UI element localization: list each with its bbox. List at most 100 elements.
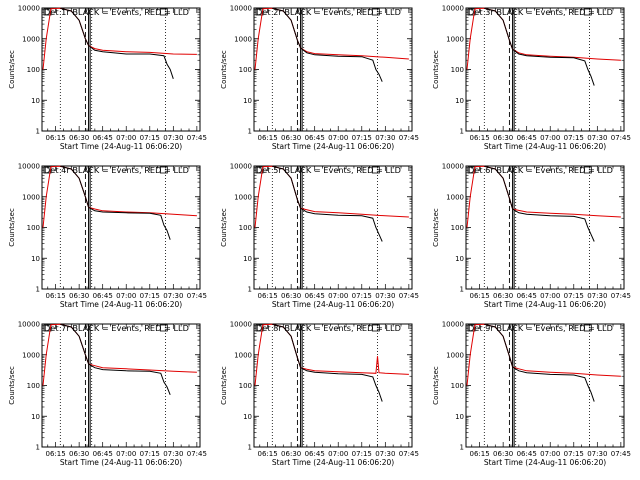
- x-tick-label: 06:15: [258, 450, 278, 458]
- top-right-box: [159, 166, 168, 174]
- plot-frame: [253, 7, 413, 132]
- plot-frame: [41, 165, 201, 290]
- y-tick-label: 1: [248, 286, 252, 294]
- x-tick-label: 07:45: [611, 134, 631, 142]
- x-tick-label: 07:45: [187, 450, 207, 458]
- y-tick-label: 10000: [442, 163, 464, 171]
- x-tick-label: 06:45: [517, 450, 537, 458]
- y-tick-label: 10000: [442, 321, 464, 329]
- y-tick-label: 100: [451, 224, 464, 232]
- y-tick-label: 1000: [22, 193, 40, 201]
- y-axis-label: Counts/sec: [220, 50, 228, 89]
- y-tick-label: 1000: [234, 193, 252, 201]
- x-tick-label: 06:30: [493, 134, 513, 142]
- x-tick-label: 07:15: [564, 292, 584, 300]
- y-tick-label: 1000: [234, 35, 252, 43]
- y-tick-label: 1000: [22, 351, 40, 359]
- x-tick-label: 07:15: [140, 134, 160, 142]
- y-tick-label: 10000: [230, 5, 252, 13]
- plot-frame: [465, 165, 625, 290]
- x-tick-label: 06:15: [470, 450, 490, 458]
- x-tick-label: 07:30: [375, 450, 395, 458]
- x-tick-label: 06:15: [470, 292, 490, 300]
- y-axis-label: Counts/sec: [432, 50, 440, 89]
- x-tick-label: 07:00: [116, 292, 136, 300]
- panel-title: Det 2r BLACK = Events, RED = LLD: [256, 7, 401, 17]
- x-tick-label: 07:30: [587, 134, 607, 142]
- series-line-red: [466, 7, 621, 70]
- x-tick-label: 07:15: [564, 450, 584, 458]
- top-left-box: [43, 166, 52, 174]
- x-tick-label: 07:30: [587, 450, 607, 458]
- y-tick-label: 1000: [446, 193, 464, 201]
- x-tick-label: 07:00: [328, 450, 348, 458]
- y-tick-label: 10: [243, 413, 252, 421]
- x-tick-label: 07:00: [116, 134, 136, 142]
- x-axis-label: Start Time (24-Aug-11 06:06:20): [60, 458, 182, 467]
- x-tick-label: 06:15: [470, 134, 490, 142]
- x-tick-label: 06:30: [281, 450, 301, 458]
- x-axis-label: Start Time (24-Aug-11 06:06:20): [272, 142, 394, 151]
- top-left-box: [43, 8, 52, 16]
- x-tick-label: 06:45: [93, 292, 113, 300]
- series-line-black: [272, 7, 383, 82]
- y-tick-label: 100: [27, 224, 40, 232]
- panel-title: Det 9r BLACK = Events, RED = LLD: [468, 323, 613, 333]
- x-tick-label: 07:00: [540, 134, 560, 142]
- x-tick-label: 07:30: [375, 292, 395, 300]
- panel-3: 1 10 100 1000 10000 06:15 06:30 06:45 07:00 07:15…: [432, 5, 631, 152]
- y-tick-label: 100: [239, 224, 252, 232]
- y-axis-label: Counts/sec: [432, 366, 440, 405]
- x-axis-label: Start Time (24-Aug-11 06:06:20): [272, 458, 394, 467]
- y-tick-label: 1: [248, 444, 252, 452]
- top-right-box: [583, 8, 592, 16]
- series-line-black: [272, 323, 383, 402]
- y-tick-label: 10: [455, 255, 464, 263]
- plot-frame: [41, 323, 201, 448]
- y-tick-label: 10000: [442, 5, 464, 13]
- top-right-box: [583, 166, 592, 174]
- x-tick-label: 07:45: [611, 450, 631, 458]
- series-line-black: [60, 7, 174, 79]
- x-axis-label: Start Time (24-Aug-11 06:06:20): [484, 300, 606, 309]
- top-right-box: [371, 8, 380, 16]
- y-tick-label: 1000: [446, 351, 464, 359]
- top-right-box: [371, 166, 380, 174]
- panel-1: 1 10 100 1000 10000 06:15 06:30 06:45 07:00 07:15…: [8, 5, 207, 152]
- x-tick-label: 06:30: [493, 292, 513, 300]
- y-tick-label: 10000: [18, 321, 40, 329]
- x-axis-label: Start Time (24-Aug-11 06:06:20): [484, 142, 606, 151]
- top-left-box: [467, 166, 476, 174]
- x-tick-label: 06:45: [93, 134, 113, 142]
- top-left-box: [255, 166, 264, 174]
- x-tick-label: 06:30: [493, 450, 513, 458]
- top-left-box: [255, 8, 264, 16]
- x-tick-label: 07:15: [352, 292, 372, 300]
- panel-6: 1 10 100 1000 10000 06:15 06:30 06:45 07:00 07:15…: [432, 163, 631, 310]
- series-line-black: [60, 165, 171, 240]
- x-tick-label: 07:45: [187, 134, 207, 142]
- x-tick-label: 06:15: [258, 134, 278, 142]
- y-tick-label: 1: [36, 286, 40, 294]
- x-tick-label: 06:15: [46, 450, 66, 458]
- x-tick-label: 07:00: [540, 450, 560, 458]
- x-tick-label: 06:45: [517, 292, 537, 300]
- y-axis-label: Counts/sec: [8, 366, 16, 405]
- x-tick-label: 07:15: [140, 292, 160, 300]
- y-tick-label: 1: [460, 444, 464, 452]
- y-tick-label: 10: [243, 255, 252, 263]
- y-tick-label: 100: [239, 382, 252, 390]
- y-axis-label: Counts/sec: [220, 208, 228, 247]
- x-tick-label: 07:30: [163, 292, 183, 300]
- y-tick-label: 10000: [230, 321, 252, 329]
- x-tick-label: 07:15: [352, 450, 372, 458]
- top-left-box: [467, 324, 476, 332]
- y-axis-label: Counts/sec: [432, 208, 440, 247]
- x-axis-label: Start Time (24-Aug-11 06:06:20): [272, 300, 394, 309]
- x-tick-label: 06:15: [46, 292, 66, 300]
- y-tick-label: 100: [27, 382, 40, 390]
- x-axis-label: Start Time (24-Aug-11 06:06:20): [60, 142, 182, 151]
- x-tick-label: 07:00: [116, 450, 136, 458]
- panel-title: Det 8r BLACK = Events, RED = LLD: [256, 323, 401, 333]
